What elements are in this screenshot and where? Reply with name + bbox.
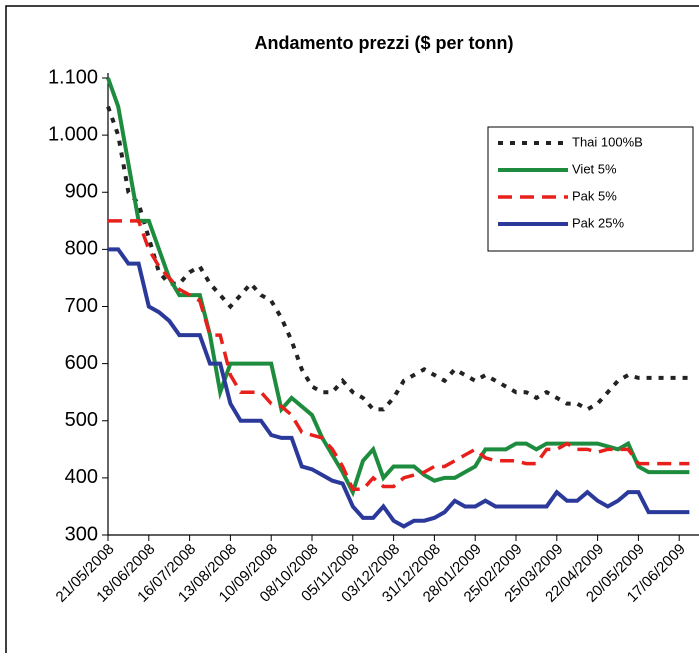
chart-title: Andamento prezzi ($ per tonn): [254, 33, 513, 53]
y-tick-label: 700: [65, 295, 98, 317]
y-tick-label: 300: [65, 523, 98, 545]
series-line: [108, 247, 690, 529]
legend-label: Pak 5%: [572, 188, 617, 203]
y-tick-label: 900: [65, 181, 98, 203]
legend-label: Thai 100%B: [572, 134, 643, 149]
y-tick-label: 500: [65, 409, 98, 431]
legend-label: Pak 25%: [572, 215, 624, 230]
series-line: [106, 77, 690, 498]
y-tick-label: 400: [65, 466, 98, 488]
y-tick-label: 600: [65, 352, 98, 374]
y-tick-label: 800: [65, 238, 98, 260]
legend-label: Viet 5%: [572, 161, 617, 176]
legend-box: [487, 126, 694, 252]
y-tick-label: 1.000: [48, 123, 98, 145]
y-tick-label: 1.100: [48, 66, 98, 88]
